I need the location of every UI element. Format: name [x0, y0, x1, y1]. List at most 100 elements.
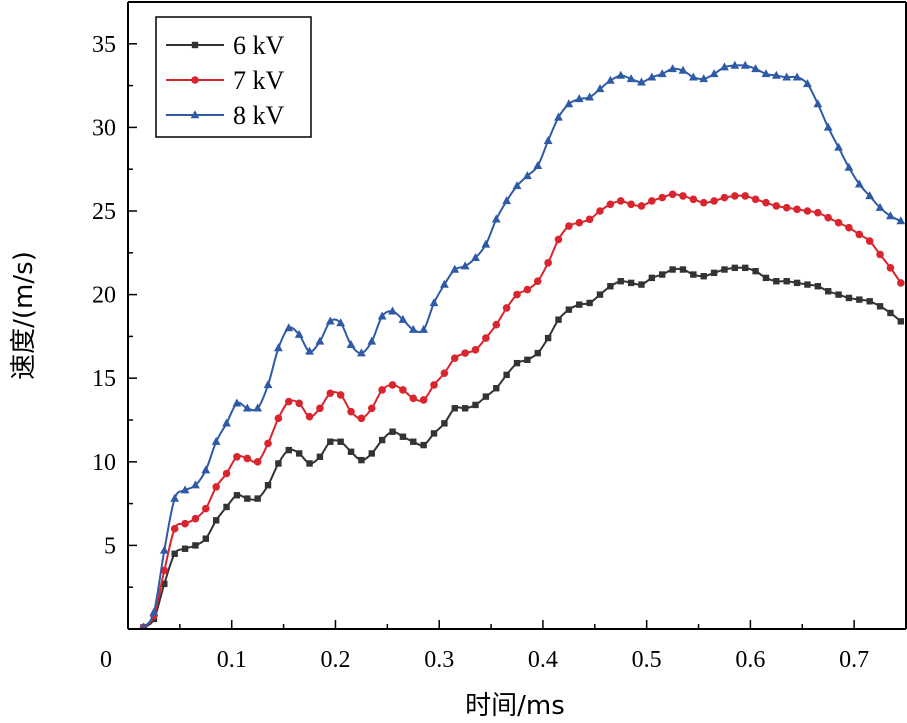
data-point-8kv — [481, 239, 491, 248]
data-point-7kv — [845, 223, 853, 232]
data-point-7kv — [689, 195, 698, 204]
x-tick-label: 0.4 — [528, 647, 558, 673]
data-point-8kv — [740, 60, 750, 69]
legend-box — [155, 16, 312, 138]
data-point-7kv — [222, 469, 231, 478]
data-point-7kv — [710, 197, 718, 205]
data-point-6kv — [327, 438, 334, 445]
data-point-8kv — [834, 142, 843, 151]
data-point-7kv — [378, 386, 386, 394]
data-point-7kv — [658, 193, 667, 202]
data-point-6kv — [181, 545, 189, 552]
data-point-6kv — [814, 283, 822, 290]
data-point-7kv — [720, 193, 729, 202]
plot-area — [139, 60, 906, 629]
data-point-8kv — [647, 72, 657, 81]
data-point-7kv — [513, 290, 521, 299]
data-point-8kv — [533, 161, 543, 170]
y-tick-label: 25 — [92, 199, 116, 225]
data-point-6kv — [212, 517, 220, 524]
x-tick-label: 0.5 — [632, 647, 662, 673]
data-point-8kv — [284, 323, 294, 332]
data-point-6kv — [742, 264, 749, 272]
data-point-7kv — [596, 207, 604, 215]
data-point-6kv — [368, 450, 375, 457]
data-point-8kv — [294, 329, 304, 338]
data-point-8kv — [471, 253, 480, 262]
data-point-7kv — [181, 519, 189, 528]
data-point-6kv — [316, 453, 324, 460]
data-point-6kv — [399, 433, 407, 440]
data-point-7kv — [253, 458, 262, 466]
data-point-6kv — [669, 266, 676, 273]
data-point-7kv — [357, 414, 366, 423]
data-point-8kv — [616, 70, 626, 79]
data-point-7kv — [305, 412, 314, 421]
data-point-8kv — [761, 69, 771, 78]
data-point-6kv — [659, 271, 666, 278]
data-point-7kv — [865, 237, 874, 245]
data-point-6kv — [762, 274, 770, 282]
data-point-7kv — [627, 200, 635, 209]
data-point-6kv — [347, 448, 355, 455]
data-point-7kv — [191, 514, 200, 523]
data-point-7kv — [751, 195, 760, 204]
data-point-8kv — [211, 436, 221, 445]
data-point-8kv — [398, 314, 408, 323]
data-point-6kv — [524, 356, 531, 364]
data-point-8kv — [854, 179, 864, 188]
data-point-7kv — [772, 202, 781, 210]
data-point-6kv — [223, 503, 230, 511]
data-point-8kv — [357, 348, 366, 357]
data-point-6kv — [378, 436, 386, 444]
data-point-6kv — [783, 278, 790, 285]
data-point-6kv — [244, 495, 251, 502]
legend-label-8kv: 8 kV — [233, 101, 285, 130]
data-point-8kv — [149, 607, 159, 616]
data-point-7kv — [482, 334, 490, 342]
data-point-6kv — [513, 359, 521, 367]
data-point-7kv — [637, 202, 646, 210]
data-point-8kv — [709, 69, 719, 78]
data-point-8kv — [896, 216, 906, 225]
y-tick-label: 35 — [92, 32, 116, 58]
data-point-8kv — [886, 211, 895, 220]
data-point-7kv — [876, 250, 884, 259]
data-point-7kv — [533, 277, 542, 286]
data-point-8kv — [543, 135, 553, 144]
data-point-8kv — [502, 196, 512, 205]
data-point-6kv — [576, 301, 583, 308]
data-point-6kv — [752, 267, 759, 275]
data-point-7kv — [679, 192, 687, 200]
data-point-8kv — [429, 298, 439, 307]
data-point-6kv — [710, 269, 718, 277]
data-point-7kv — [502, 304, 511, 312]
x-tick-label: 0.2 — [320, 647, 350, 673]
data-point-6kv — [451, 405, 458, 412]
data-point-6kv — [721, 266, 728, 273]
data-point-8kv — [242, 403, 252, 412]
data-point-7kv — [886, 264, 895, 272]
y-tick-label: 30 — [92, 115, 116, 141]
data-point-7kv — [295, 399, 303, 408]
data-point-6kv — [202, 535, 209, 542]
data-point-8kv — [377, 311, 387, 320]
data-point-8kv — [657, 69, 667, 78]
data-point-7kv — [824, 213, 832, 222]
x-tick-label: 0.1 — [217, 647, 247, 673]
series-8kv — [140, 60, 906, 629]
origin-tick-label: 0 — [100, 647, 112, 673]
data-point-7kv — [316, 404, 324, 413]
data-point-6kv — [887, 309, 894, 317]
data-point-8kv — [792, 72, 802, 81]
data-point-8kv — [274, 343, 283, 352]
legend-marker-7kv — [191, 76, 199, 84]
data-point-6kv — [876, 303, 884, 310]
data-point-6kv — [337, 438, 344, 445]
data-point-6kv — [866, 298, 873, 305]
data-point-8kv — [512, 181, 522, 190]
data-point-7kv — [523, 285, 532, 294]
legend-label-7kv: 7 kV — [233, 66, 285, 95]
data-point-7kv — [668, 190, 677, 199]
